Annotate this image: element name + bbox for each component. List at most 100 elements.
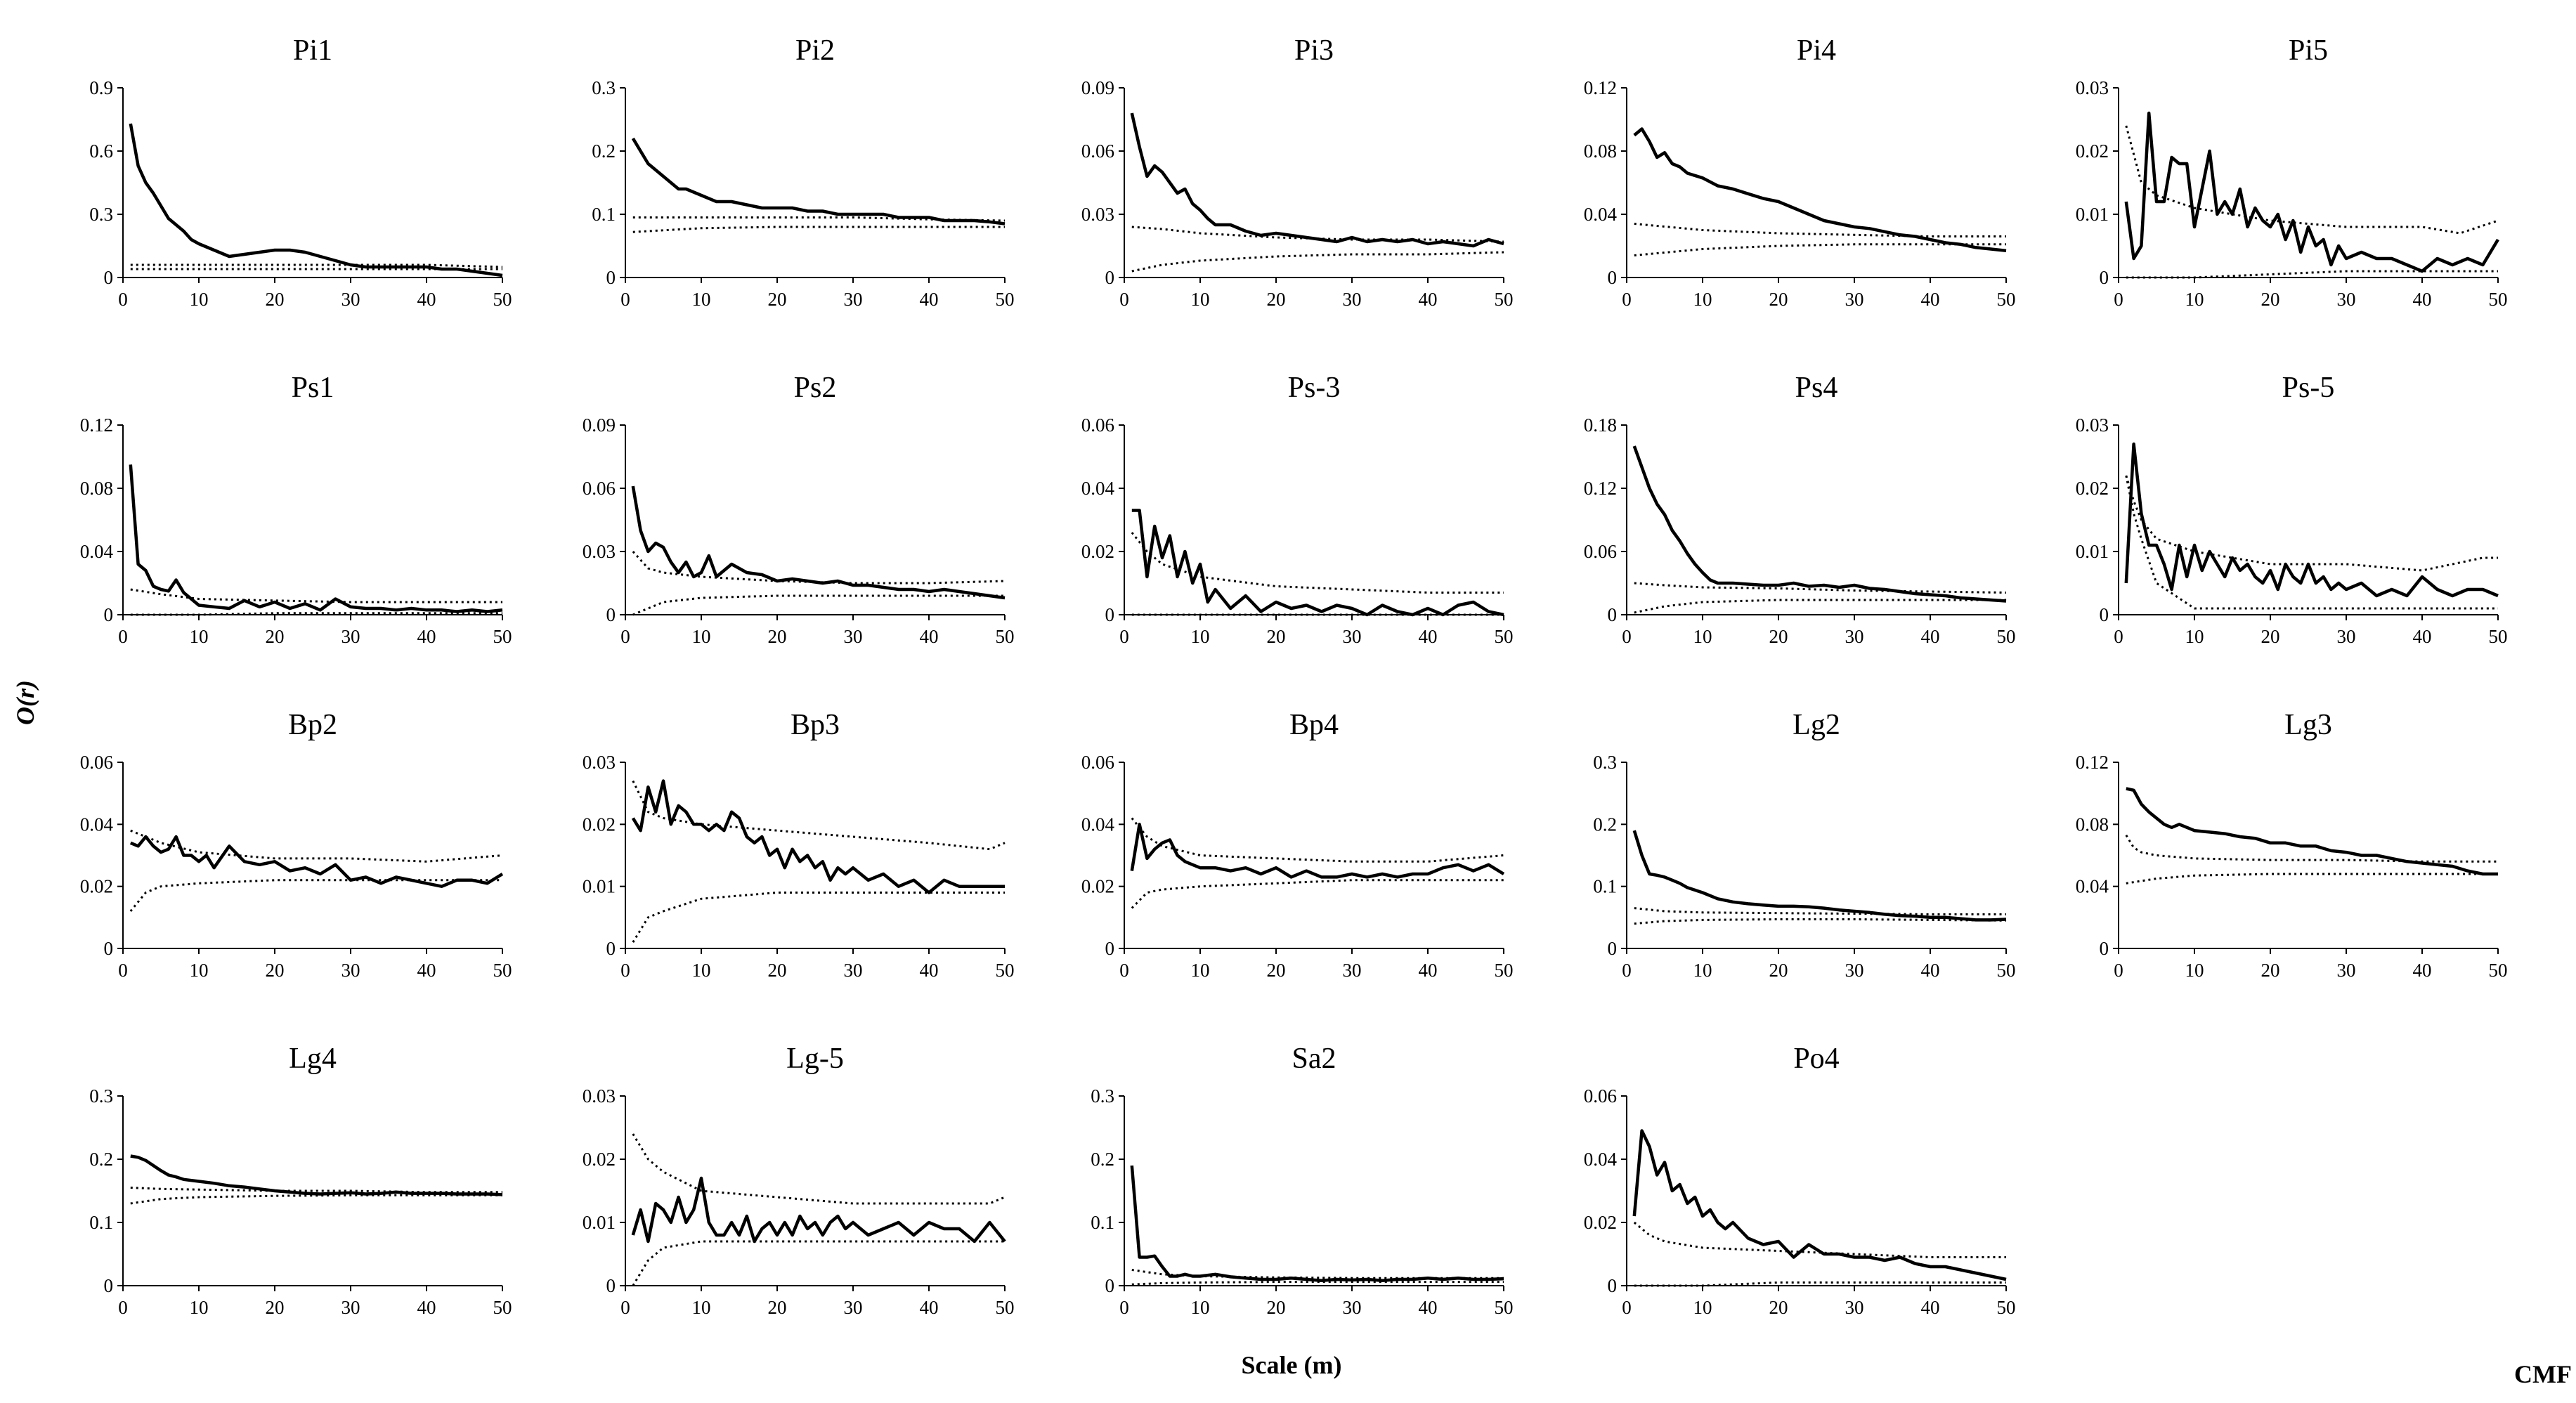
panel-pi1: Pi1 0 0.3 0.6 0.9 0 10 20 30 40 50 bbox=[89, 34, 512, 310]
x-tick-label: 40 bbox=[2413, 960, 2432, 981]
x-tick-label: 0 bbox=[1119, 960, 1129, 981]
panel-sa2: Sa2 0 0.1 0.2 0.3 0 10 20 30 40 50 bbox=[1091, 1043, 1513, 1318]
panels-grid: Pi1 0 0.3 0.6 0.9 0 10 20 30 40 50 Pi2 0 0.1 0.2 0.3 0 10… bbox=[80, 34, 2508, 1318]
panel-title: Pi1 bbox=[293, 34, 332, 67]
x-tick-label: 20 bbox=[1769, 1297, 1788, 1318]
x-tick-label: 40 bbox=[1921, 289, 1940, 310]
x-tick-label: 10 bbox=[190, 1297, 209, 1318]
x-tick-label: 30 bbox=[341, 960, 360, 981]
x-tick-label: 30 bbox=[2337, 289, 2356, 310]
x-tick-label: 30 bbox=[1343, 960, 1362, 981]
observed-line bbox=[1130, 823, 1505, 879]
panel-ps1: Ps1 0 0.04 0.08 0.12 0 10 20 30 40 50 bbox=[80, 372, 512, 647]
lower-envelope-line bbox=[632, 892, 1005, 943]
upper-envelope-line bbox=[1633, 1221, 2006, 1258]
x-tick-label: 40 bbox=[2413, 626, 2432, 647]
panel-title: Ps1 bbox=[292, 372, 334, 404]
y-tick-label: 0.09 bbox=[583, 415, 616, 436]
x-tick-label: 40 bbox=[2413, 289, 2432, 310]
corner-label: CMF bbox=[2514, 1360, 2572, 1388]
x-tick-label: 0 bbox=[1622, 1297, 1632, 1318]
x-tick-label: 30 bbox=[1343, 1297, 1362, 1318]
x-tick-label: 20 bbox=[2261, 626, 2280, 647]
y-tick-label: 0.08 bbox=[80, 478, 113, 499]
observed-line bbox=[1632, 445, 2007, 603]
y-tick-label: 0.01 bbox=[583, 876, 616, 897]
panel-title: Pi5 bbox=[2289, 34, 2328, 67]
panel-ps2: Ps2 0 0.03 0.06 0.09 0 10 20 30 40 50 bbox=[583, 372, 1015, 647]
y-tick-label: 0.02 bbox=[583, 814, 616, 835]
panel-po4: Po4 0 0.02 0.04 0.06 0 10 20 30 40 50 bbox=[1584, 1043, 2016, 1318]
y-tick-label: 0.1 bbox=[1593, 876, 1617, 897]
x-tick-label: 30 bbox=[341, 1297, 360, 1318]
x-tick-label: 40 bbox=[1921, 960, 1940, 981]
y-tick-label: 0.03 bbox=[2076, 415, 2109, 436]
x-tick-label: 30 bbox=[1845, 1297, 1864, 1318]
upper-envelope-line bbox=[1131, 817, 1504, 863]
x-tick-label: 40 bbox=[1419, 1297, 1438, 1318]
x-tick-label: 50 bbox=[1997, 1297, 2016, 1318]
y-tick-label: 0.01 bbox=[583, 1212, 616, 1233]
lower-envelope-line bbox=[632, 594, 1005, 616]
panel-ps4: Ps4 0 0.06 0.12 0.18 0 10 20 30 40 50 bbox=[1584, 372, 2016, 647]
upper-envelope-line bbox=[2125, 835, 2498, 863]
x-tick-label: 30 bbox=[2337, 960, 2356, 981]
x-tick-label: 50 bbox=[1495, 289, 1514, 310]
upper-envelope-line bbox=[1634, 223, 2006, 237]
y-tick-label: 0.2 bbox=[592, 141, 616, 162]
y-tick-label: 0.1 bbox=[1091, 1212, 1114, 1233]
panel-pi4: Pi4 0 0.04 0.08 0.12 0 10 20 30 40 50 bbox=[1584, 34, 2016, 310]
x-tick-label: 50 bbox=[1997, 626, 2016, 647]
panel-lg-5: Lg-5 0 0.01 0.02 0.03 0 10 20 30 40 50 bbox=[583, 1043, 1015, 1318]
y-tick-label: 0.04 bbox=[80, 541, 114, 562]
x-tick-label: 40 bbox=[417, 626, 436, 647]
x-tick-label: 30 bbox=[1343, 626, 1362, 647]
y-tick-label: 0.3 bbox=[592, 77, 616, 98]
x-tick-label: 50 bbox=[996, 960, 1015, 981]
x-tick-label: 50 bbox=[1495, 960, 1514, 981]
upper-envelope-line bbox=[1131, 226, 1504, 243]
y-tick-label: 0.1 bbox=[592, 204, 616, 225]
lower-envelope-line bbox=[130, 612, 502, 616]
observed-line bbox=[129, 464, 503, 613]
upper-envelope-line bbox=[130, 829, 503, 863]
x-tick-label: 30 bbox=[844, 1297, 863, 1318]
x-tick-label: 50 bbox=[1997, 960, 2016, 981]
lower-envelope-line bbox=[1131, 1281, 1504, 1286]
y-tick-label: 0.04 bbox=[2076, 876, 2109, 897]
x-tick-label: 50 bbox=[2489, 960, 2508, 981]
y-tick-label: 0 bbox=[1608, 938, 1618, 959]
upper-envelope-line bbox=[1131, 532, 1504, 594]
y-tick-label: 0.3 bbox=[89, 204, 113, 225]
x-tick-label: 20 bbox=[266, 626, 285, 647]
panel-title: Bp2 bbox=[288, 709, 337, 741]
observed-line bbox=[1633, 127, 2007, 253]
x-tick-label: 10 bbox=[1693, 1297, 1712, 1318]
y-tick-label: 0 bbox=[1608, 267, 1618, 288]
x-tick-label: 40 bbox=[417, 960, 436, 981]
x-tick-label: 30 bbox=[1845, 626, 1864, 647]
y-tick-label: 0 bbox=[104, 604, 114, 625]
x-tick-label: 0 bbox=[1622, 626, 1632, 647]
y-tick-label: 0.06 bbox=[1584, 541, 1617, 562]
observed-line bbox=[631, 137, 1006, 226]
lower-envelope-line bbox=[632, 1240, 1005, 1286]
x-tick-label: 20 bbox=[1769, 626, 1788, 647]
y-tick-label: 0.9 bbox=[89, 77, 113, 98]
y-tick-label: 0.02 bbox=[1081, 876, 1114, 897]
panel-title: Lg-5 bbox=[786, 1043, 844, 1075]
panel-lg3: Lg3 0 0.04 0.08 0.12 0 10 20 30 40 50 bbox=[2076, 709, 2508, 981]
y-tick-label: 0.03 bbox=[1081, 204, 1114, 225]
y-tick-label: 0.06 bbox=[583, 478, 616, 499]
y-tick-label: 0.04 bbox=[1081, 814, 1115, 835]
panel-title: Bp4 bbox=[1289, 709, 1339, 741]
panel-ps-3: Ps-3 0 0.02 0.04 0.06 0 10 20 30 40 50 bbox=[1081, 372, 1514, 647]
x-tick-label: 40 bbox=[417, 289, 436, 310]
x-tick-label: 10 bbox=[2185, 289, 2204, 310]
y-tick-label: 0.04 bbox=[1081, 478, 1115, 499]
upper-envelope-line bbox=[2125, 125, 2499, 235]
observed-line bbox=[129, 123, 503, 278]
x-tick-label: 10 bbox=[1191, 289, 1210, 310]
x-tick-label: 50 bbox=[493, 626, 512, 647]
lower-envelope-line bbox=[130, 1194, 502, 1205]
